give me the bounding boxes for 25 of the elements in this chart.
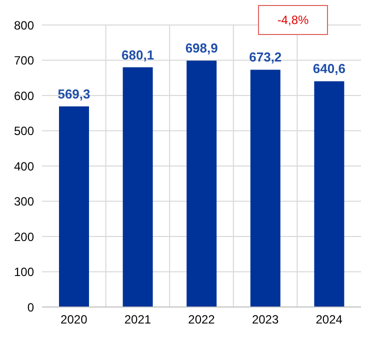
y-tick-label: 700 bbox=[14, 54, 34, 68]
y-tick-label: 100 bbox=[14, 265, 34, 280]
data-label: 673,2 bbox=[249, 50, 282, 65]
x-tick-label: 2020 bbox=[60, 312, 88, 327]
x-tick-label: 2021 bbox=[124, 312, 152, 327]
y-tick-label: 800 bbox=[14, 18, 34, 32]
y-tick-label: 600 bbox=[14, 88, 34, 103]
data-label: 698,9 bbox=[185, 40, 218, 56]
y-tick-label: 400 bbox=[14, 159, 34, 174]
bar bbox=[59, 106, 89, 307]
x-tick-label: 2022 bbox=[188, 312, 216, 327]
data-label: 640,6 bbox=[312, 61, 346, 76]
data-label: 569,3 bbox=[58, 86, 90, 102]
bar bbox=[250, 70, 280, 307]
y-tick-label: 500 bbox=[14, 124, 34, 138]
y-tick-label: 300 bbox=[14, 194, 34, 209]
x-tick-label: 2024 bbox=[316, 312, 343, 327]
bar bbox=[314, 81, 344, 307]
y-tick-label: 200 bbox=[14, 230, 34, 244]
y-tick-label: 0 bbox=[27, 300, 34, 314]
data-label: 680,1 bbox=[122, 47, 154, 62]
bar bbox=[186, 60, 217, 307]
callout-box: -4,8% bbox=[258, 5, 328, 35]
bar bbox=[122, 67, 153, 307]
x-tick-label: 2023 bbox=[252, 312, 279, 327]
